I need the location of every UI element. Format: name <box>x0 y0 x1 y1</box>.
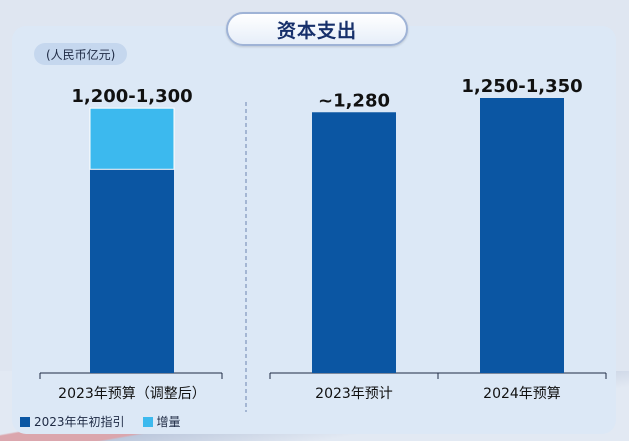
data-label-2: 1,250-1,350 <box>461 76 582 97</box>
bar-base-0 <box>90 169 174 373</box>
data-label-0: 1,200-1,300 <box>71 86 192 107</box>
bar-increment-0 <box>89 107 175 170</box>
data-label-1: ~1,280 <box>318 90 390 111</box>
chart-title: 资本支出 <box>226 12 408 46</box>
unit-label: (人民币亿元) <box>34 43 128 65</box>
chart-legend: 2023年年初指引 增量 <box>20 413 199 430</box>
chart-labels: 1,200-1,300 2023年预算（调整后） ~1,280 2023年预计 1,25… <box>58 76 582 402</box>
legend-label-increment: 增量 <box>156 415 181 429</box>
category-label-2: 2024年预算 <box>483 386 561 402</box>
legend-swatch-increment <box>142 416 153 427</box>
bar-base-1 <box>312 112 396 373</box>
legend-swatch-base <box>20 416 30 427</box>
legend-item-base: 2023年年初指引 <box>20 413 125 430</box>
legend-label-base: 2023年年初指引 <box>34 415 125 429</box>
legend-item-increment: 增量 <box>142 413 181 430</box>
category-label-1: 2023年预计 <box>315 386 393 402</box>
bar-base-2 <box>480 98 564 373</box>
chart-bars <box>89 98 564 373</box>
category-label-0: 2023年预算（调整后） <box>58 386 206 402</box>
